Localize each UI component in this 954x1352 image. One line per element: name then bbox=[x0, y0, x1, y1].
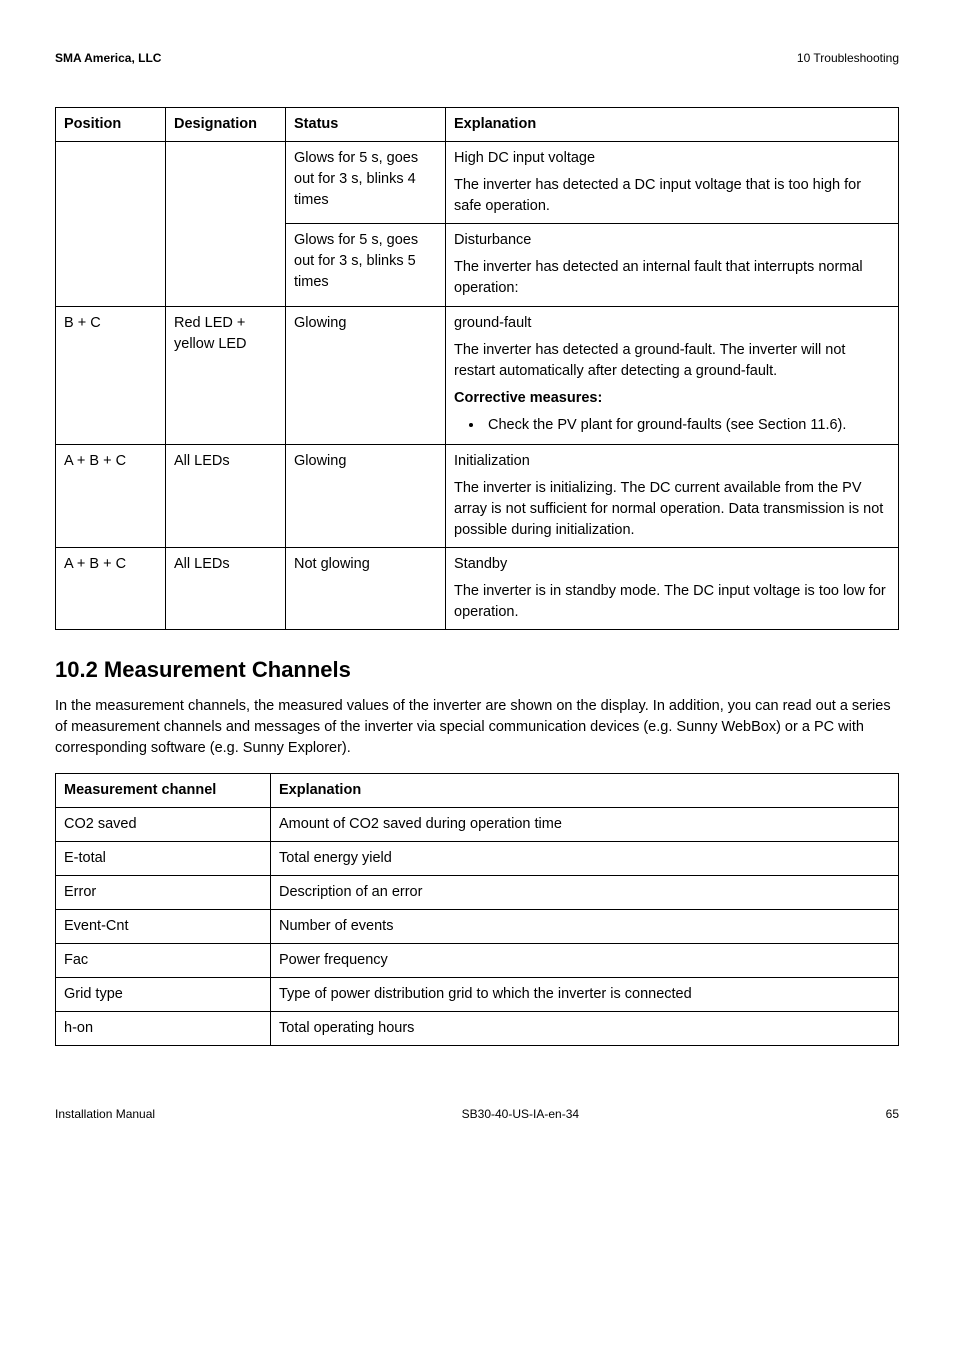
footer-right: 65 bbox=[886, 1106, 899, 1123]
cell-explanation: Type of power distribution grid to which… bbox=[271, 977, 899, 1011]
table-row: Error Description of an error bbox=[56, 875, 899, 909]
table-row: Glows for 5 s, goes out for 3 s, blinks … bbox=[56, 142, 899, 224]
led-status-table: Position Designation Status Explanation … bbox=[55, 107, 899, 629]
col-designation: Designation bbox=[166, 108, 286, 142]
col-status: Status bbox=[286, 108, 446, 142]
section-intro: In the measurement channels, the measure… bbox=[55, 696, 899, 759]
col-explanation: Explanation bbox=[271, 773, 899, 807]
col-position: Position bbox=[56, 108, 166, 142]
table-row: h-on Total operating hours bbox=[56, 1011, 899, 1045]
exp-line: The inverter has detected a DC input vol… bbox=[454, 175, 890, 217]
col-channel: Measurement channel bbox=[56, 773, 271, 807]
cell-explanation: Disturbance The inverter has detected an… bbox=[446, 224, 899, 306]
cell-designation bbox=[166, 142, 286, 306]
col-explanation: Explanation bbox=[446, 108, 899, 142]
table-row: A + B + C All LEDs Glowing Initializatio… bbox=[56, 444, 899, 547]
cell-explanation: Description of an error bbox=[271, 875, 899, 909]
cell-channel: Fac bbox=[56, 943, 271, 977]
exp-line: High DC input voltage bbox=[454, 148, 890, 169]
header-right: 10 Troubleshooting bbox=[797, 50, 899, 67]
exp-line: Initialization bbox=[454, 451, 890, 472]
footer-mid: SB30-40-US-IA-en-34 bbox=[462, 1106, 579, 1123]
corrective-item: Check the PV plant for ground-faults (se… bbox=[484, 415, 890, 436]
cell-explanation: Total operating hours bbox=[271, 1011, 899, 1045]
section-heading: 10.2 Measurement Channels bbox=[55, 654, 899, 686]
cell-explanation: Amount of CO2 saved during operation tim… bbox=[271, 807, 899, 841]
cell-status: Glows for 5 s, goes out for 3 s, blinks … bbox=[286, 224, 446, 306]
cell-channel: CO2 saved bbox=[56, 807, 271, 841]
exp-line: The inverter is in standby mode. The DC … bbox=[454, 581, 890, 623]
exp-line: Disturbance bbox=[454, 230, 890, 251]
exp-line: The inverter is initializing. The DC cur… bbox=[454, 478, 890, 541]
cell-explanation: Power frequency bbox=[271, 943, 899, 977]
page-footer: Installation Manual SB30-40-US-IA-en-34 … bbox=[55, 1106, 899, 1123]
cell-explanation: ground-fault The inverter has detected a… bbox=[446, 306, 899, 444]
table-row: Grid type Type of power distribution gri… bbox=[56, 977, 899, 1011]
cell-designation: All LEDs bbox=[166, 547, 286, 629]
cell-explanation: Total energy yield bbox=[271, 841, 899, 875]
cell-status: Not glowing bbox=[286, 547, 446, 629]
exp-line: ground-fault bbox=[454, 313, 890, 334]
cell-channel: Grid type bbox=[56, 977, 271, 1011]
table-row: Event-Cnt Number of events bbox=[56, 909, 899, 943]
table-header-row: Measurement channel Explanation bbox=[56, 773, 899, 807]
exp-line: The inverter has detected a ground-fault… bbox=[454, 340, 890, 382]
cell-position: A + B + C bbox=[56, 444, 166, 547]
table-row: E-total Total energy yield bbox=[56, 841, 899, 875]
cell-channel: Error bbox=[56, 875, 271, 909]
table-row: A + B + C All LEDs Not glowing Standby T… bbox=[56, 547, 899, 629]
table-header-row: Position Designation Status Explanation bbox=[56, 108, 899, 142]
table-row: Fac Power frequency bbox=[56, 943, 899, 977]
cell-channel: Event-Cnt bbox=[56, 909, 271, 943]
corrective-heading: Corrective measures: bbox=[454, 388, 890, 409]
table-row: CO2 saved Amount of CO2 saved during ope… bbox=[56, 807, 899, 841]
cell-channel: h-on bbox=[56, 1011, 271, 1045]
cell-explanation: High DC input voltage The inverter has d… bbox=[446, 142, 899, 224]
exp-line: The inverter has detected an internal fa… bbox=[454, 257, 890, 299]
measurement-channels-table: Measurement channel Explanation CO2 save… bbox=[55, 773, 899, 1046]
cell-explanation: Number of events bbox=[271, 909, 899, 943]
page-header: SMA America, LLC 10 Troubleshooting bbox=[55, 50, 899, 67]
cell-designation: Red LED + yellow LED bbox=[166, 306, 286, 444]
cell-explanation: Standby The inverter is in standby mode.… bbox=[446, 547, 899, 629]
cell-position: A + B + C bbox=[56, 547, 166, 629]
cell-channel: E-total bbox=[56, 841, 271, 875]
cell-status: Glows for 5 s, goes out for 3 s, blinks … bbox=[286, 142, 446, 224]
header-left: SMA America, LLC bbox=[55, 50, 161, 67]
cell-status: Glowing bbox=[286, 306, 446, 444]
cell-designation: All LEDs bbox=[166, 444, 286, 547]
footer-left: Installation Manual bbox=[55, 1106, 155, 1123]
cell-explanation: Initialization The inverter is initializ… bbox=[446, 444, 899, 547]
cell-status: Glowing bbox=[286, 444, 446, 547]
cell-position bbox=[56, 142, 166, 306]
exp-line: Standby bbox=[454, 554, 890, 575]
cell-position: B + C bbox=[56, 306, 166, 444]
corrective-list: Check the PV plant for ground-faults (se… bbox=[454, 415, 890, 436]
table-row: B + C Red LED + yellow LED Glowing groun… bbox=[56, 306, 899, 444]
